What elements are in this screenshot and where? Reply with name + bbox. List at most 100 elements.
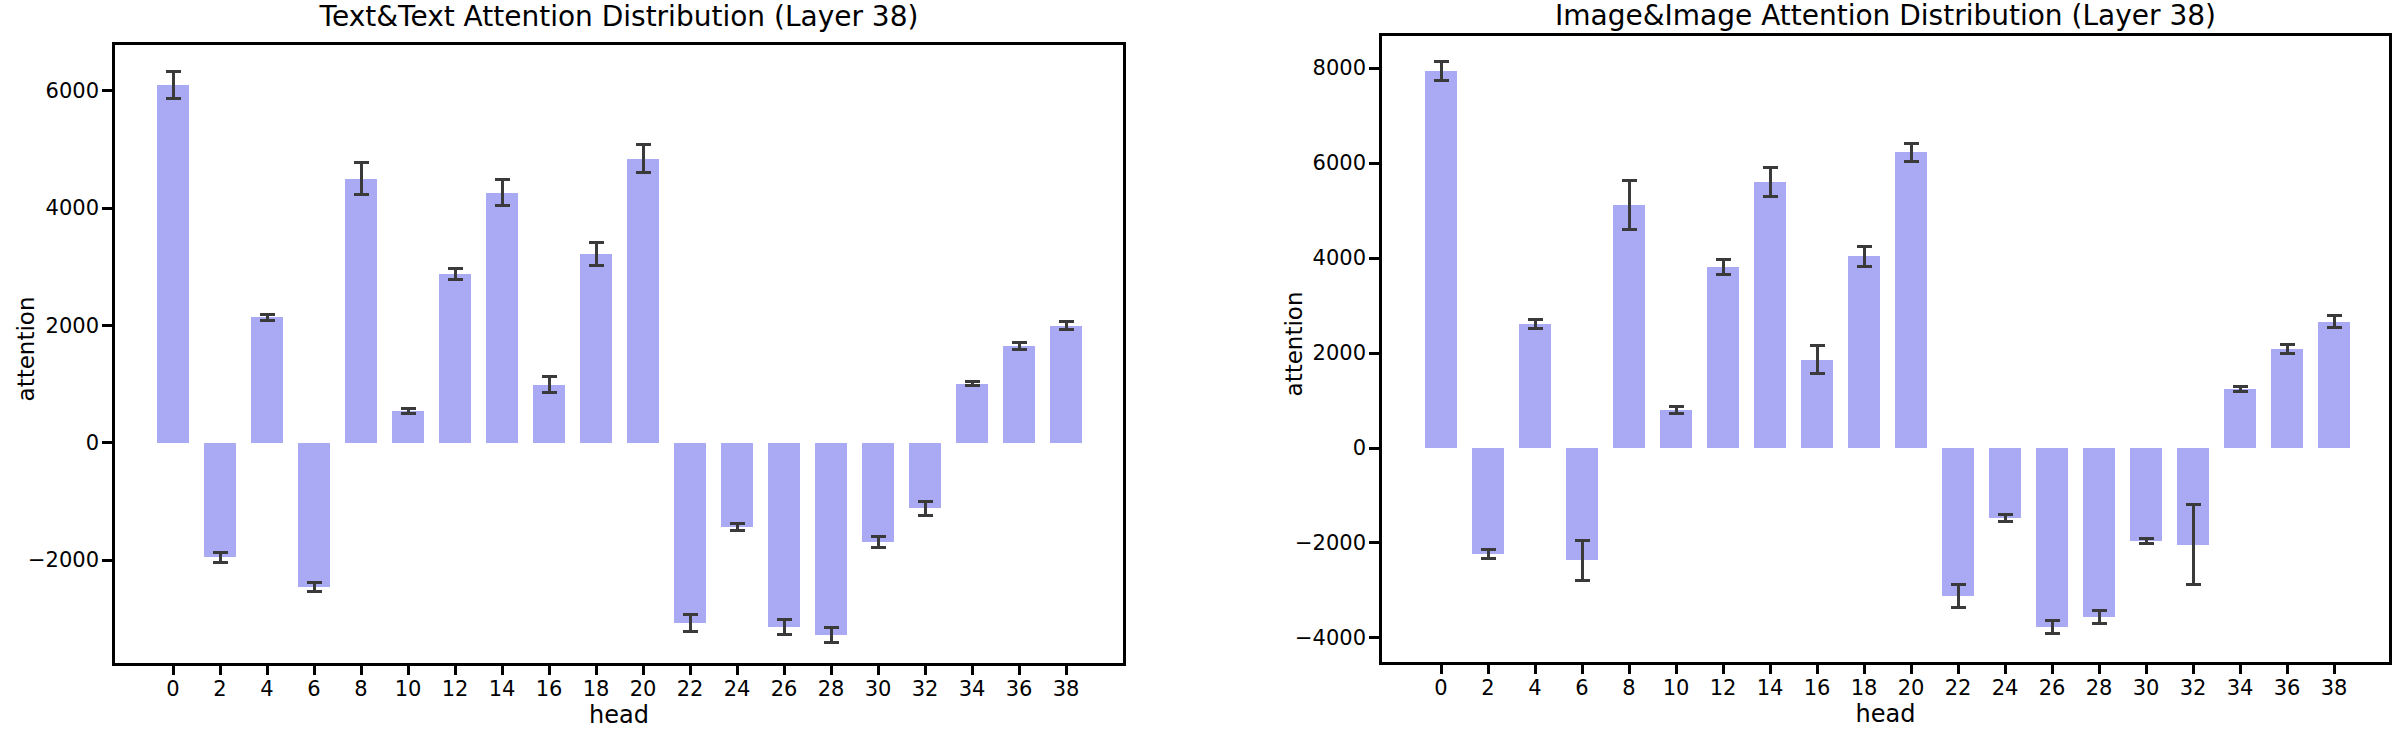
x-tick-label: 16 <box>1804 676 1831 700</box>
error-bar-cap <box>542 391 557 394</box>
error-bar-cap <box>683 630 698 633</box>
bar-head-18 <box>580 254 612 443</box>
x-tick-mark <box>1440 665 1443 674</box>
error-bar-cap <box>1059 328 1074 331</box>
bar-head-24 <box>1989 448 2021 518</box>
x-tick-mark <box>2145 665 2148 674</box>
y-tick-mark <box>1369 636 1379 639</box>
x-tick-label: 14 <box>489 677 516 701</box>
x-tick-mark <box>736 666 739 675</box>
error-bar-cap <box>2092 609 2107 612</box>
error-bar-cap <box>2139 537 2154 540</box>
x-tick-mark <box>2004 665 2007 674</box>
error-bar-cap <box>2186 503 2201 506</box>
error-bar-cap <box>683 613 698 616</box>
error-bar-cap <box>730 529 745 532</box>
error-bar-cap <box>589 264 604 267</box>
x-tick-mark <box>407 666 410 675</box>
y-tick-label: 4000 <box>1282 246 1366 270</box>
x-tick-label: 2 <box>1481 676 1494 700</box>
x-tick-mark <box>1534 665 1537 674</box>
error-bar-cap <box>1810 344 1825 347</box>
x-tick-mark <box>2051 665 2054 674</box>
bar-head-8 <box>345 179 377 443</box>
x-tick-mark <box>1065 666 1068 675</box>
error-bar-cap <box>1951 583 1966 586</box>
bar-head-12 <box>1707 267 1739 448</box>
y-tick-mark <box>1369 67 1379 70</box>
error-bar-cap <box>2045 619 2060 622</box>
error-bar <box>501 180 504 206</box>
bar-head-14 <box>486 193 518 443</box>
error-bar-cap <box>448 278 463 281</box>
error-bar-cap <box>636 143 651 146</box>
x-tick-label: 24 <box>724 677 751 701</box>
x-tick-label: 24 <box>1992 676 2019 700</box>
x-tick-mark <box>266 666 269 675</box>
error-bar-cap <box>1951 606 1966 609</box>
bar-head-0 <box>1425 71 1457 448</box>
y-tick-mark <box>1369 162 1379 165</box>
error-bar-cap <box>1716 273 1731 276</box>
error-bar-cap <box>965 380 980 383</box>
x-axis-label: head <box>589 702 649 728</box>
bar-head-10 <box>392 411 424 443</box>
error-bar-cap <box>1622 228 1637 231</box>
error-bar <box>1769 167 1772 196</box>
error-bar-cap <box>401 407 416 410</box>
x-tick-mark <box>830 666 833 675</box>
error-bar-cap <box>448 267 463 270</box>
y-tick-mark <box>1369 541 1379 544</box>
error-bar <box>1816 346 1819 374</box>
bar-head-14 <box>1754 182 1786 448</box>
bar-head-2 <box>204 443 236 557</box>
bar-head-20 <box>1895 152 1927 448</box>
error-bar-cap <box>495 204 510 207</box>
x-tick-mark <box>1018 666 1021 675</box>
x-tick-label: 0 <box>166 677 179 701</box>
bar-head-26 <box>2036 448 2068 627</box>
error-bar-cap <box>918 514 933 517</box>
error-bar <box>1863 246 1866 266</box>
bar-head-34 <box>2224 389 2256 448</box>
x-tick-label: 26 <box>771 677 798 701</box>
bar-head-30 <box>2130 448 2162 541</box>
error-bar-cap <box>1575 579 1590 582</box>
error-bar-cap <box>1575 539 1590 542</box>
x-tick-label: 32 <box>912 677 939 701</box>
error-bar-cap <box>1059 320 1074 323</box>
error-bar-cap <box>871 546 886 549</box>
error-bar-cap <box>1481 557 1496 560</box>
error-bar-cap <box>307 581 322 584</box>
x-tick-label: 28 <box>2086 676 2113 700</box>
y-tick-label: 8000 <box>1282 56 1366 80</box>
x-tick-label: 20 <box>630 677 657 701</box>
bar-head-24 <box>721 443 753 527</box>
x-tick-mark <box>2239 665 2242 674</box>
bar-head-22 <box>1942 448 1974 596</box>
y-tick-label: 6000 <box>15 79 99 103</box>
error-bar-cap <box>260 313 275 316</box>
error-bar-cap <box>589 241 604 244</box>
x-tick-label: 0 <box>1434 676 1447 700</box>
x-tick-label: 22 <box>1945 676 1972 700</box>
x-tick-mark <box>783 666 786 675</box>
bar-head-38 <box>2318 322 2350 448</box>
x-tick-label: 28 <box>818 677 845 701</box>
x-tick-mark <box>2192 665 2195 674</box>
error-bar-cap <box>1998 520 2013 523</box>
x-tick-label: 26 <box>2039 676 2066 700</box>
x-tick-mark <box>1957 665 1960 674</box>
error-bar-cap <box>2233 390 2248 393</box>
y-tick-label: −4000 <box>1282 626 1366 650</box>
bar-head-4 <box>1519 324 1551 448</box>
error-bar-cap <box>1622 179 1637 182</box>
x-tick-label: 8 <box>354 677 367 701</box>
y-tick-label: 0 <box>1282 436 1366 460</box>
error-bar-cap <box>1998 513 2013 516</box>
x-tick-label: 4 <box>1528 676 1541 700</box>
error-bar-cap <box>965 384 980 387</box>
bar-head-4 <box>251 317 283 443</box>
error-bar-cap <box>2233 385 2248 388</box>
error-bar-cap <box>1904 142 1919 145</box>
